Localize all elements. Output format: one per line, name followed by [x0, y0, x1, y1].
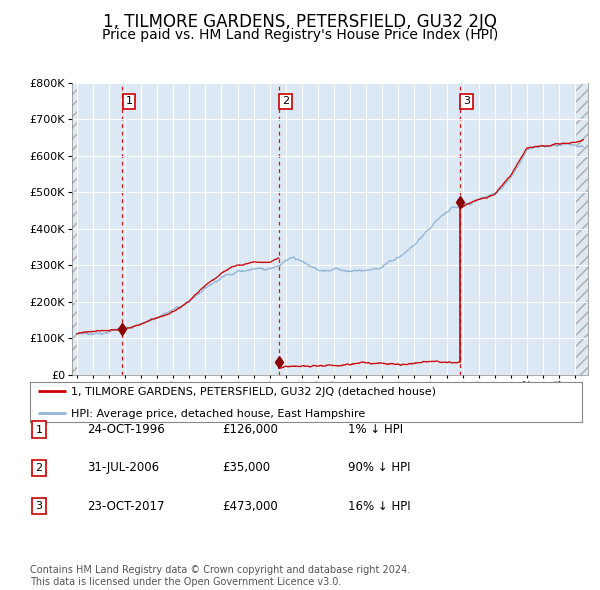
Text: 1, TILMORE GARDENS, PETERSFIELD, GU32 2JQ: 1, TILMORE GARDENS, PETERSFIELD, GU32 2J… — [103, 13, 497, 31]
Text: 23-OCT-2017: 23-OCT-2017 — [87, 500, 164, 513]
Text: 1% ↓ HPI: 1% ↓ HPI — [348, 423, 403, 436]
Text: 16% ↓ HPI: 16% ↓ HPI — [348, 500, 410, 513]
Text: 3: 3 — [463, 97, 470, 106]
Bar — [72, 83, 77, 375]
Bar — [575, 83, 588, 375]
Text: 2: 2 — [282, 97, 289, 106]
Text: 2: 2 — [35, 463, 43, 473]
Text: 1: 1 — [35, 425, 43, 434]
Text: 1, TILMORE GARDENS, PETERSFIELD, GU32 2JQ (detached house): 1, TILMORE GARDENS, PETERSFIELD, GU32 2J… — [71, 387, 436, 396]
Text: Price paid vs. HM Land Registry's House Price Index (HPI): Price paid vs. HM Land Registry's House … — [102, 28, 498, 42]
Text: £473,000: £473,000 — [222, 500, 278, 513]
Text: HPI: Average price, detached house, East Hampshire: HPI: Average price, detached house, East… — [71, 409, 365, 419]
Text: £35,000: £35,000 — [222, 461, 270, 474]
Bar — [72, 83, 77, 375]
Text: 1: 1 — [125, 97, 133, 106]
Bar — [575, 83, 588, 375]
Text: Contains HM Land Registry data © Crown copyright and database right 2024.
This d: Contains HM Land Registry data © Crown c… — [30, 565, 410, 587]
Text: 31-JUL-2006: 31-JUL-2006 — [87, 461, 159, 474]
Text: 90% ↓ HPI: 90% ↓ HPI — [348, 461, 410, 474]
Text: £126,000: £126,000 — [222, 423, 278, 436]
Text: 24-OCT-1996: 24-OCT-1996 — [87, 423, 165, 436]
Text: 3: 3 — [35, 502, 43, 511]
